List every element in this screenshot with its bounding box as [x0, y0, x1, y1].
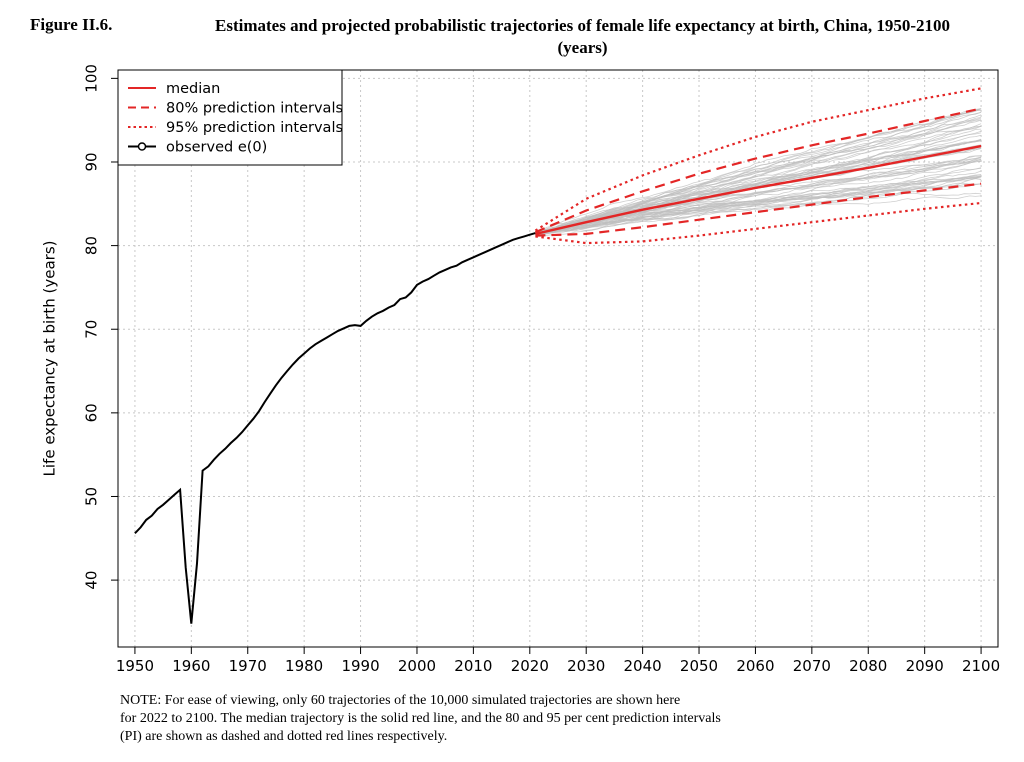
x-tick-label: 2020 [511, 657, 549, 675]
figure-number: Figure II.6. [30, 15, 113, 34]
figure-header: Figure II.6. Estimates and projected pro… [0, 0, 1024, 60]
x-tick-label: 2040 [624, 657, 662, 675]
legend-label: 80% prediction intervals [166, 101, 343, 117]
pi80-line [535, 182, 982, 237]
x-tick-label: 1960 [172, 657, 210, 675]
simulated-trajectory [535, 160, 982, 235]
x-tick-label: 2010 [454, 657, 492, 675]
y-tick-label: 50 [83, 487, 101, 506]
legend-marker [137, 142, 147, 151]
pi95-line [534, 87, 982, 232]
simulated-trajectory [535, 134, 982, 233]
simulated-trajectory [535, 157, 982, 235]
simulated-trajectory [535, 170, 982, 235]
figure-title-line-1: Estimates and projected probabilistic tr… [215, 16, 950, 35]
legend-box [117, 69, 343, 166]
y-tick-label: 100 [83, 64, 101, 93]
legend: median 80% prediction intervals 95% predic… [117, 69, 343, 166]
x-tick-label: 2060 [736, 657, 774, 675]
observed-line [134, 232, 536, 624]
y-tick-label: 40 [83, 571, 101, 590]
axes: 1950 1960 1970 1980 1990 2000 2010 2020 2030 2040… [83, 64, 1001, 675]
note-line-3: (PI) are shown as dashed and dotted red … [120, 729, 448, 744]
pi80-line [534, 107, 982, 234]
x-tick-label: 1950 [116, 657, 154, 675]
x-tick-label: 2050 [680, 657, 718, 675]
x-tick-label: 1970 [229, 657, 267, 675]
note-line-1: NOTE: For ease of viewing, only 60 traje… [120, 693, 681, 708]
legend-label: observed e(0) [166, 140, 267, 156]
figure-note: NOTE: For ease of viewing, only 60 traje… [120, 692, 980, 746]
simulated-trajectories [535, 108, 982, 237]
median-line [535, 144, 982, 236]
y-axis-label: Life expectancy at birth (years) [41, 241, 59, 477]
x-tick-label: 2030 [567, 657, 605, 675]
series-lines [134, 87, 982, 624]
y-tick-label: 80 [83, 236, 101, 255]
legend-label: median [166, 81, 220, 97]
figure-title: Estimates and projected probabilistic tr… [160, 15, 1005, 59]
note-line-2: for 2022 to 2100. The median trajectory … [120, 711, 721, 726]
y-tick-label: 60 [83, 403, 101, 422]
legend-label: 95% prediction intervals [166, 120, 343, 136]
simulated-trajectory [535, 159, 982, 234]
simulated-trajectory [535, 114, 982, 236]
simulated-trajectory [535, 176, 982, 235]
x-tick-label: 1990 [341, 657, 379, 675]
x-tick-label: 1980 [285, 657, 323, 675]
x-tick-label: 2070 [793, 657, 831, 675]
simulated-trajectory [535, 182, 982, 233]
x-tick-label: 2000 [398, 657, 436, 675]
y-tick-label: 70 [83, 320, 101, 339]
life-expectancy-chart: 1950 1960 1970 1980 1990 2000 2010 2020 2030 2040… [41, 64, 1001, 675]
x-tick-label: 2100 [962, 657, 1000, 675]
plot-frame [117, 69, 999, 648]
x-tick-label: 2080 [849, 657, 887, 675]
y-tick-label: 90 [83, 152, 101, 171]
x-tick-label: 2090 [906, 657, 944, 675]
figure-title-line-2: (years) [557, 38, 608, 57]
pi95-line [535, 201, 982, 245]
